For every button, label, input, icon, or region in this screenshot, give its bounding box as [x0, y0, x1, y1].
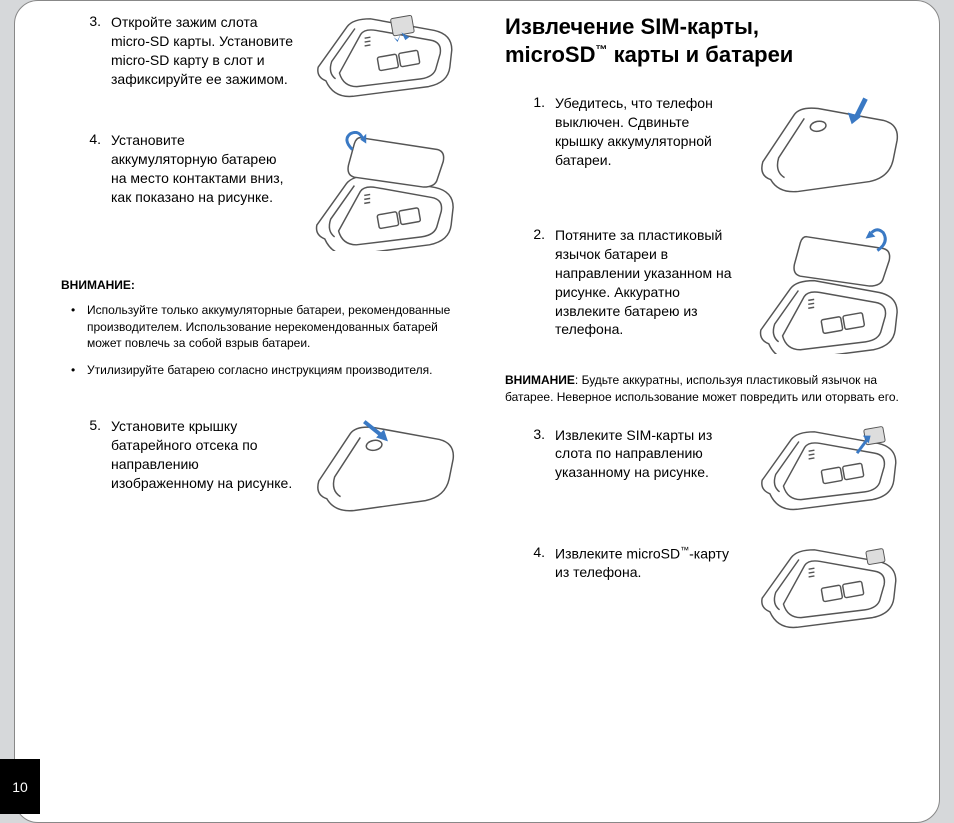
warning-item: Утилизируйте батарею согласно инструкция… — [75, 362, 463, 379]
step-text: Установите аккумуляторную батарею на мес… — [111, 131, 295, 207]
step-number: 2. — [529, 226, 545, 242]
step-text: Извлеките microSD™-карту из телефона. — [555, 544, 739, 582]
page-number-tab: 10 — [0, 759, 40, 814]
right-step-1: 1. Убедитесь, что телефон выключен. Сдви… — [505, 94, 907, 200]
page-number: 10 — [12, 779, 28, 795]
step-number: 1. — [529, 94, 545, 110]
trademark-symbol: ™ — [595, 42, 607, 56]
step-number: 4. — [85, 131, 101, 147]
warning-title: ВНИМАНИЕ: — [61, 277, 463, 294]
heading-line1: Извлечение SIM-карты, — [505, 14, 759, 39]
phone-illustration-sim-remove — [749, 426, 907, 518]
phone-illustration-cover-off — [749, 94, 907, 200]
right-step-2: 2. Потяните за пластиковый язычок батаре… — [505, 226, 907, 354]
right-step-4: 4. Извлеките microSD™-карту из телефона. — [505, 544, 907, 636]
phone-illustration-battery-remove — [749, 226, 907, 354]
step-text: Убедитесь, что телефон выключен. Сдвиньт… — [555, 94, 739, 170]
left-step-5: 5. Установите крышку батарейного отсека … — [61, 417, 463, 527]
step-number: 3. — [85, 13, 101, 29]
warning-list: Используйте только аккумуляторные батаре… — [61, 302, 463, 379]
step-number: 3. — [529, 426, 545, 442]
right-column: Извлечение SIM-карты, microSD™ карты и б… — [505, 13, 907, 793]
step-number: 4. — [529, 544, 545, 560]
section-heading: Извлечение SIM-карты, microSD™ карты и б… — [505, 13, 907, 68]
step-text: Извлеките SIM-карты из слота по направле… — [555, 426, 739, 483]
step-text-a: Извлеките microSD — [555, 545, 680, 561]
heading-line2-a: microSD — [505, 42, 595, 67]
manual-page: 3. Откройте зажим слота micro-SD карты. … — [14, 0, 940, 823]
warning-item: Используйте только аккумуляторные батаре… — [75, 302, 463, 352]
step-text: Установите крышку батарейного отсека по … — [111, 417, 295, 493]
left-step-4: 4. Установите аккумуляторную батарею на … — [61, 131, 463, 251]
step-number: 5. — [85, 417, 101, 433]
step-text: Потяните за пластиковый язычок батареи в… — [555, 226, 739, 339]
trademark-symbol: ™ — [680, 545, 689, 555]
phone-illustration-sd-remove — [749, 544, 907, 636]
left-step-3: 3. Откройте зажим слота micro-SD карты. … — [61, 13, 463, 105]
warning-inline: ВНИМАНИЕ: Будьте аккуратны, используя пл… — [505, 372, 907, 406]
warning-label: ВНИМАНИЕ — [505, 373, 575, 387]
phone-illustration-battery-insert — [305, 131, 463, 251]
left-column: 3. Откройте зажим слота micro-SD карты. … — [61, 13, 463, 793]
phone-illustration-sd-insert — [305, 13, 463, 105]
step-text: Откройте зажим слота micro-SD карты. Уст… — [111, 13, 295, 89]
heading-line2-b: карты и батареи — [607, 42, 793, 67]
phone-illustration-cover-on — [305, 417, 463, 527]
warning-block: ВНИМАНИЕ: Используйте только аккумулятор… — [61, 277, 463, 389]
content-columns: 3. Откройте зажим слота micro-SD карты. … — [61, 13, 907, 793]
right-step-3: 3. Извлеките SIM-карты из слота по напра… — [505, 426, 907, 518]
